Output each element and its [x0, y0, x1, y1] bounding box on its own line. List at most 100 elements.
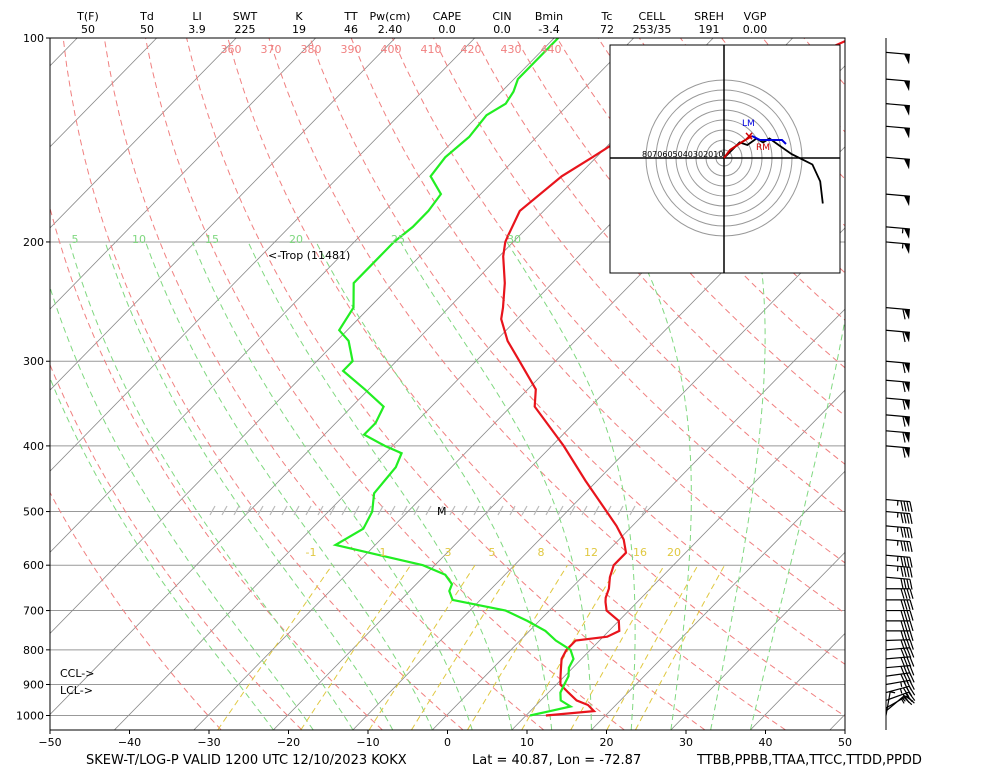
barb-shaft — [885, 679, 910, 686]
moist-adiabat — [191, 241, 473, 730]
header-label: CIN — [492, 10, 511, 23]
barb-full — [905, 692, 913, 702]
theta-label: 410 — [421, 43, 442, 56]
moist-adiabat — [633, 241, 692, 730]
wind-barb — [885, 125, 910, 139]
hatch-mark — [233, 505, 240, 516]
barb-flag — [903, 53, 910, 65]
dry-adiabat — [50, 206, 383, 730]
mixing-label: 16 — [633, 546, 647, 559]
mixing-ratio-line — [368, 564, 476, 730]
isotherm-line — [670, 551, 845, 730]
dry-adiabat — [433, 38, 845, 514]
barb-full — [903, 620, 908, 632]
hatch-mark — [269, 505, 276, 516]
moist-adiabat — [145, 241, 433, 730]
barb-full — [902, 693, 910, 703]
barb-shaft — [885, 103, 910, 107]
barb-shaft — [885, 691, 909, 701]
hatch-mark — [473, 505, 480, 516]
dry-adiabat — [103, 38, 544, 730]
dry-adiabat — [186, 38, 706, 730]
wind-barb — [885, 576, 913, 590]
y-tick-label: 800 — [23, 644, 44, 657]
theta-label: 380 — [301, 43, 322, 56]
header-label: T(F) — [76, 10, 99, 23]
barb-flag — [903, 309, 910, 320]
barb-full — [906, 588, 911, 599]
dry-adiabat — [927, 38, 1000, 730]
wind-barb — [886, 630, 914, 642]
x-tick-label: 40 — [759, 736, 773, 749]
hatch-mark — [509, 505, 516, 516]
isotherm-line — [50, 38, 476, 472]
theta-label: 390 — [341, 43, 362, 56]
header-value: 50 — [81, 23, 95, 36]
x-tick-label: −40 — [118, 736, 141, 749]
wind-barb — [885, 360, 910, 374]
theta-label: 440 — [541, 43, 562, 56]
barb-full — [909, 620, 914, 632]
barb-flag — [903, 80, 910, 92]
moist-label: 25 — [391, 233, 405, 246]
header-label: Bmin — [535, 10, 563, 23]
moist-label: 20 — [289, 233, 303, 246]
barb-full — [903, 588, 908, 599]
moist-adiabat — [104, 241, 394, 730]
hodo-lm: LM — [742, 119, 755, 129]
barb-shaft — [885, 576, 910, 580]
hatch-mark — [521, 505, 528, 516]
mixing-label: 5 — [489, 546, 496, 559]
hatch-mark — [497, 505, 504, 516]
barb-full — [906, 556, 910, 568]
dry-adiabat — [50, 491, 222, 730]
barb-full — [906, 630, 911, 642]
hatch-mark — [257, 505, 264, 516]
barb-full — [906, 599, 911, 611]
mixing-label: 8 — [538, 546, 545, 559]
barb-full — [902, 381, 906, 393]
hodo-low-trace — [723, 135, 753, 159]
barb-flag — [903, 399, 910, 411]
x-tick-label: −50 — [38, 736, 61, 749]
moist-adiabat — [506, 241, 636, 730]
profiles — [332, 38, 845, 717]
moist-adiabat — [50, 376, 274, 730]
footer-location: Lat = 40.87, Lon = -72.87 — [472, 753, 641, 768]
wind-barb — [885, 379, 910, 393]
y-tick-label: 300 — [23, 355, 44, 368]
moist-adiabat — [50, 285, 314, 730]
wind-barb — [885, 639, 914, 651]
hatch-mark — [581, 505, 588, 516]
wind-barb — [885, 538, 913, 553]
temperature-line — [500, 40, 845, 717]
barb-full — [903, 639, 908, 650]
barb-flag — [903, 105, 910, 116]
barb-flag — [903, 447, 910, 458]
wind-barb — [886, 620, 914, 632]
dry-adiabat — [474, 38, 845, 465]
hatch-mark — [209, 505, 216, 516]
isotherm-line — [352, 227, 845, 730]
trop-label: <-Trop (11481) — [268, 249, 350, 262]
x-tick-label: −20 — [277, 736, 300, 749]
barb-full — [903, 578, 907, 590]
moist-adiabat — [400, 241, 592, 730]
hatch-mark — [401, 505, 408, 516]
hodograph: 8070605040302010 LM RM× — [609, 44, 841, 274]
mixing-ratio-line — [411, 564, 516, 730]
barb-full — [900, 566, 904, 577]
hatch-mark — [281, 505, 288, 516]
header-label: SWT — [233, 10, 258, 23]
header-value: 19 — [292, 23, 306, 36]
isotherm-line — [432, 308, 845, 730]
footer-codes: TTBB,PPBB,TTAA,TTCC,TTDD,PPDD — [696, 753, 922, 768]
hatch-mark — [617, 505, 624, 516]
barb-full — [900, 512, 904, 524]
header-label: Pw(cm) — [370, 10, 411, 23]
barb-full — [903, 610, 908, 621]
barb-full — [900, 599, 905, 611]
theta-label: 420 — [461, 43, 482, 56]
